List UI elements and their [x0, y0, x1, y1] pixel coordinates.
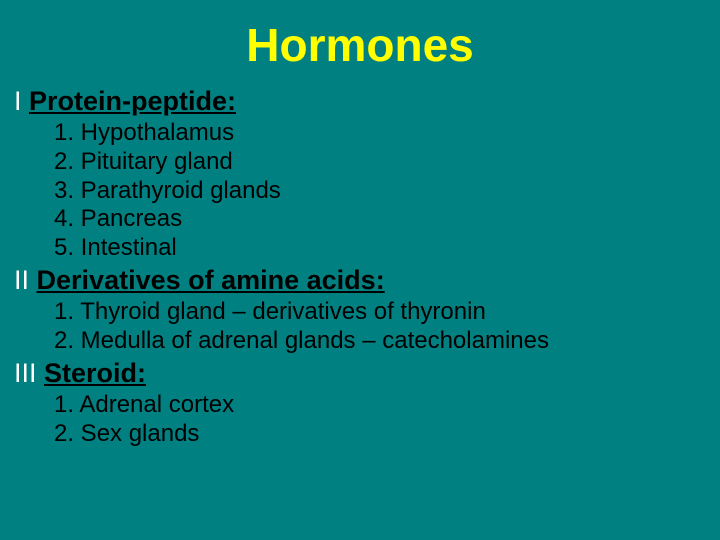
- section-3-heading: Steroid:: [44, 358, 146, 388]
- section-3-header: III Steroid:: [14, 358, 706, 389]
- section-1-list: 1. Hypothalamus 2. Pituitary gland 3. Pa…: [54, 119, 706, 263]
- section-1-roman: I: [14, 86, 22, 116]
- list-item: 3. Parathyroid glands: [54, 177, 706, 206]
- section-2-header: II Derivatives of amine acids:: [14, 265, 706, 296]
- section-1-header: I Protein-peptide:: [14, 86, 706, 117]
- list-item: 1. Thyroid gland – derivatives of thyron…: [54, 298, 706, 327]
- section-3-roman: III: [14, 358, 37, 388]
- list-item: 1. Adrenal cortex: [54, 391, 706, 420]
- list-item: 1. Hypothalamus: [54, 119, 706, 148]
- section-2-heading: Derivatives of amine acids:: [37, 265, 385, 295]
- section-3: III Steroid: 1. Adrenal cortex 2. Sex gl…: [14, 358, 706, 449]
- section-1-heading: Protein-peptide:: [29, 86, 236, 116]
- list-item: 2. Pituitary gland: [54, 148, 706, 177]
- slide-title: Hormones: [14, 18, 706, 72]
- section-1: I Protein-peptide: 1. Hypothalamus 2. Pi…: [14, 86, 706, 263]
- list-item: 2. Medulla of adrenal glands – catechola…: [54, 327, 706, 356]
- list-item: 5. Intestinal: [54, 234, 706, 263]
- list-item: 2. Sex glands: [54, 420, 706, 449]
- section-3-list: 1. Adrenal cortex 2. Sex glands: [54, 391, 706, 449]
- section-2-roman: II: [14, 265, 29, 295]
- list-item: 4. Pancreas: [54, 205, 706, 234]
- section-2: II Derivatives of amine acids: 1. Thyroi…: [14, 265, 706, 356]
- section-2-list: 1. Thyroid gland – derivatives of thyron…: [54, 298, 706, 356]
